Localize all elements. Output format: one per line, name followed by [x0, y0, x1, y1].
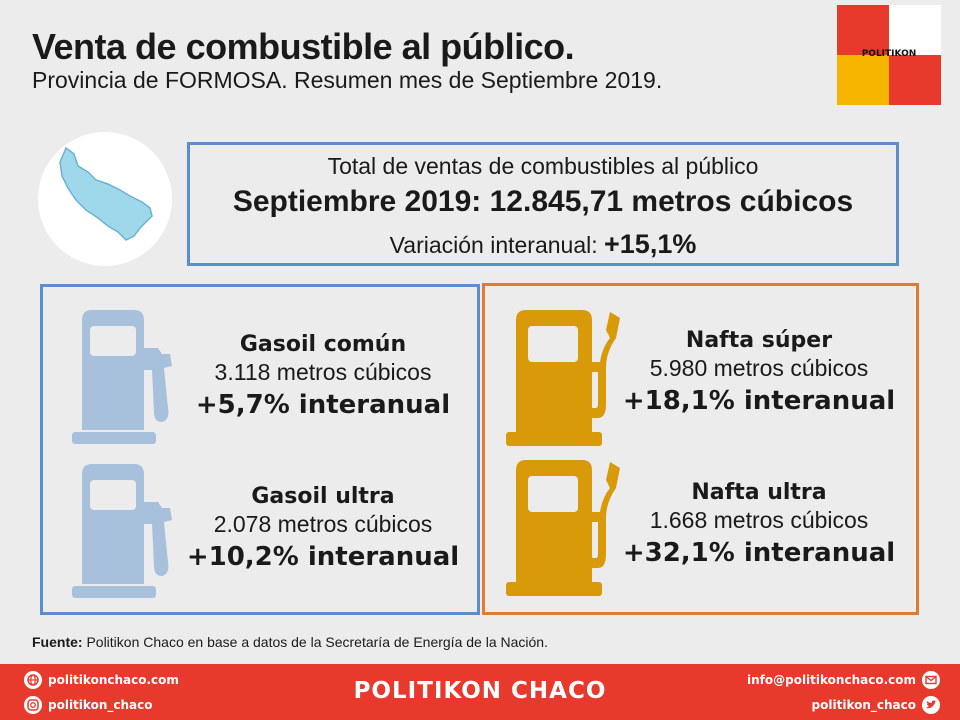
fuel-gasoil-ultra: Gasoil ultra 2.078 metros cúbicos +10,2%…	[178, 484, 468, 572]
fuel-gasoil-comun: Gasoil común 3.118 metros cúbicos +5,7% …	[178, 332, 468, 420]
gasoil-pump-icon	[72, 310, 172, 444]
fuel-volume: 1.668 metros cúbicos	[649, 507, 869, 533]
page-title: Venta de combustible al público.	[32, 26, 575, 67]
globe-icon	[24, 671, 42, 689]
nafta-pump-icon	[506, 460, 620, 596]
footer: politikonchaco.com politikon_chaco POLIT…	[0, 664, 960, 720]
summary-total: Septiembre 2019: 12.845,71 metros cúbico…	[232, 185, 854, 218]
gasoil-pump-icon	[72, 464, 172, 598]
source-note: Fuente: Politikon Chaco en base a datos …	[32, 634, 548, 650]
summary-title: Total de ventas de combustibles al públi…	[327, 153, 759, 179]
instagram-icon	[24, 696, 42, 714]
fuel-name: Gasoil ultra	[251, 484, 395, 509]
fuel-variation: +32,1% interanual	[622, 538, 896, 568]
fuel-name: Nafta súper	[685, 328, 833, 353]
fuel-volume: 5.980 metros cúbicos	[649, 355, 869, 381]
fuel-variation: +10,2% interanual	[186, 542, 460, 572]
summary-variation: Variación interanual: +15,1%	[190, 229, 896, 260]
fuel-name: Gasoil común	[239, 332, 407, 357]
formosa-map	[38, 132, 172, 266]
fuel-volume: 3.118 metros cúbicos	[214, 359, 432, 385]
nafta-panel	[482, 283, 919, 615]
source-text: Politikon Chaco en base a datos de la Se…	[82, 634, 548, 650]
footer-twitter[interactable]: politikon_chaco	[811, 698, 916, 712]
fuel-nafta-ultra: Nafta ultra 1.668 metros cúbicos +32,1% …	[614, 480, 904, 568]
logo-text: POLITIKON	[861, 49, 917, 59]
summary-box: Total de ventas de combustibles al públi…	[187, 142, 899, 266]
twitter-icon	[922, 696, 940, 714]
footer-brand: POLITIKON CHACO	[353, 678, 607, 704]
fuel-volume: 2.078 metros cúbicos	[213, 511, 433, 537]
source-label: Fuente:	[32, 634, 83, 650]
fuel-nafta-super: Nafta súper 5.980 metros cúbicos +18,1% …	[614, 328, 904, 416]
politikon-logo: POLITIKON	[837, 5, 941, 105]
footer-website[interactable]: politikonchaco.com	[48, 673, 179, 687]
footer-email[interactable]: info@politikonchaco.com	[746, 673, 916, 687]
variation-label: Variación interanual:	[389, 232, 605, 258]
mail-icon	[922, 671, 940, 689]
footer-instagram[interactable]: politikon_chaco	[48, 698, 153, 712]
gasoil-panel	[40, 284, 480, 615]
fuel-variation: +5,7% interanual	[195, 390, 451, 420]
page-subtitle: Provincia de FORMOSA. Resumen mes de Sep…	[32, 67, 663, 93]
variation-value: +15,1%	[604, 229, 697, 259]
fuel-name: Nafta ultra	[691, 480, 827, 505]
fuel-variation: +18,1% interanual	[622, 386, 896, 416]
nafta-pump-icon	[506, 310, 620, 446]
